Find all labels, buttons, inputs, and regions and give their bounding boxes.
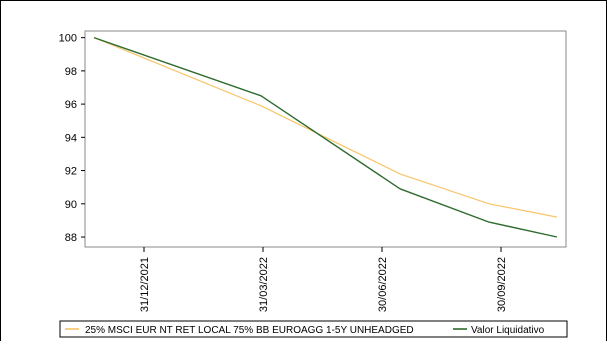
x-tick-label: 30/06/2022 (377, 257, 389, 312)
y-tick-label: 98 (65, 66, 77, 78)
y-tick-label: 100 (59, 33, 77, 45)
y-tick-label: 88 (65, 232, 77, 244)
y-axis: 100 98 96 94 92 90 88 (59, 33, 85, 244)
y-tick-label: 92 (65, 166, 77, 178)
x-axis: 31/12/2021 31/03/2022 30/06/2022 30/09/2022 (139, 247, 508, 312)
x-tick-label: 31/03/2022 (258, 257, 270, 312)
legend: 25% MSCI EUR NT RET LOCAL 75% BB EUROAGG… (65, 325, 545, 336)
legend-label: Valor Liquidativo (471, 325, 545, 336)
x-tick-label: 31/12/2021 (139, 257, 151, 312)
y-tick-label: 90 (65, 199, 77, 211)
legend-label: 25% MSCI EUR NT RET LOCAL 75% BB EUROAGG… (85, 325, 414, 336)
x-tick-label: 30/09/2022 (496, 257, 508, 312)
y-tick-label: 94 (65, 132, 77, 144)
y-tick-label: 96 (65, 99, 77, 111)
